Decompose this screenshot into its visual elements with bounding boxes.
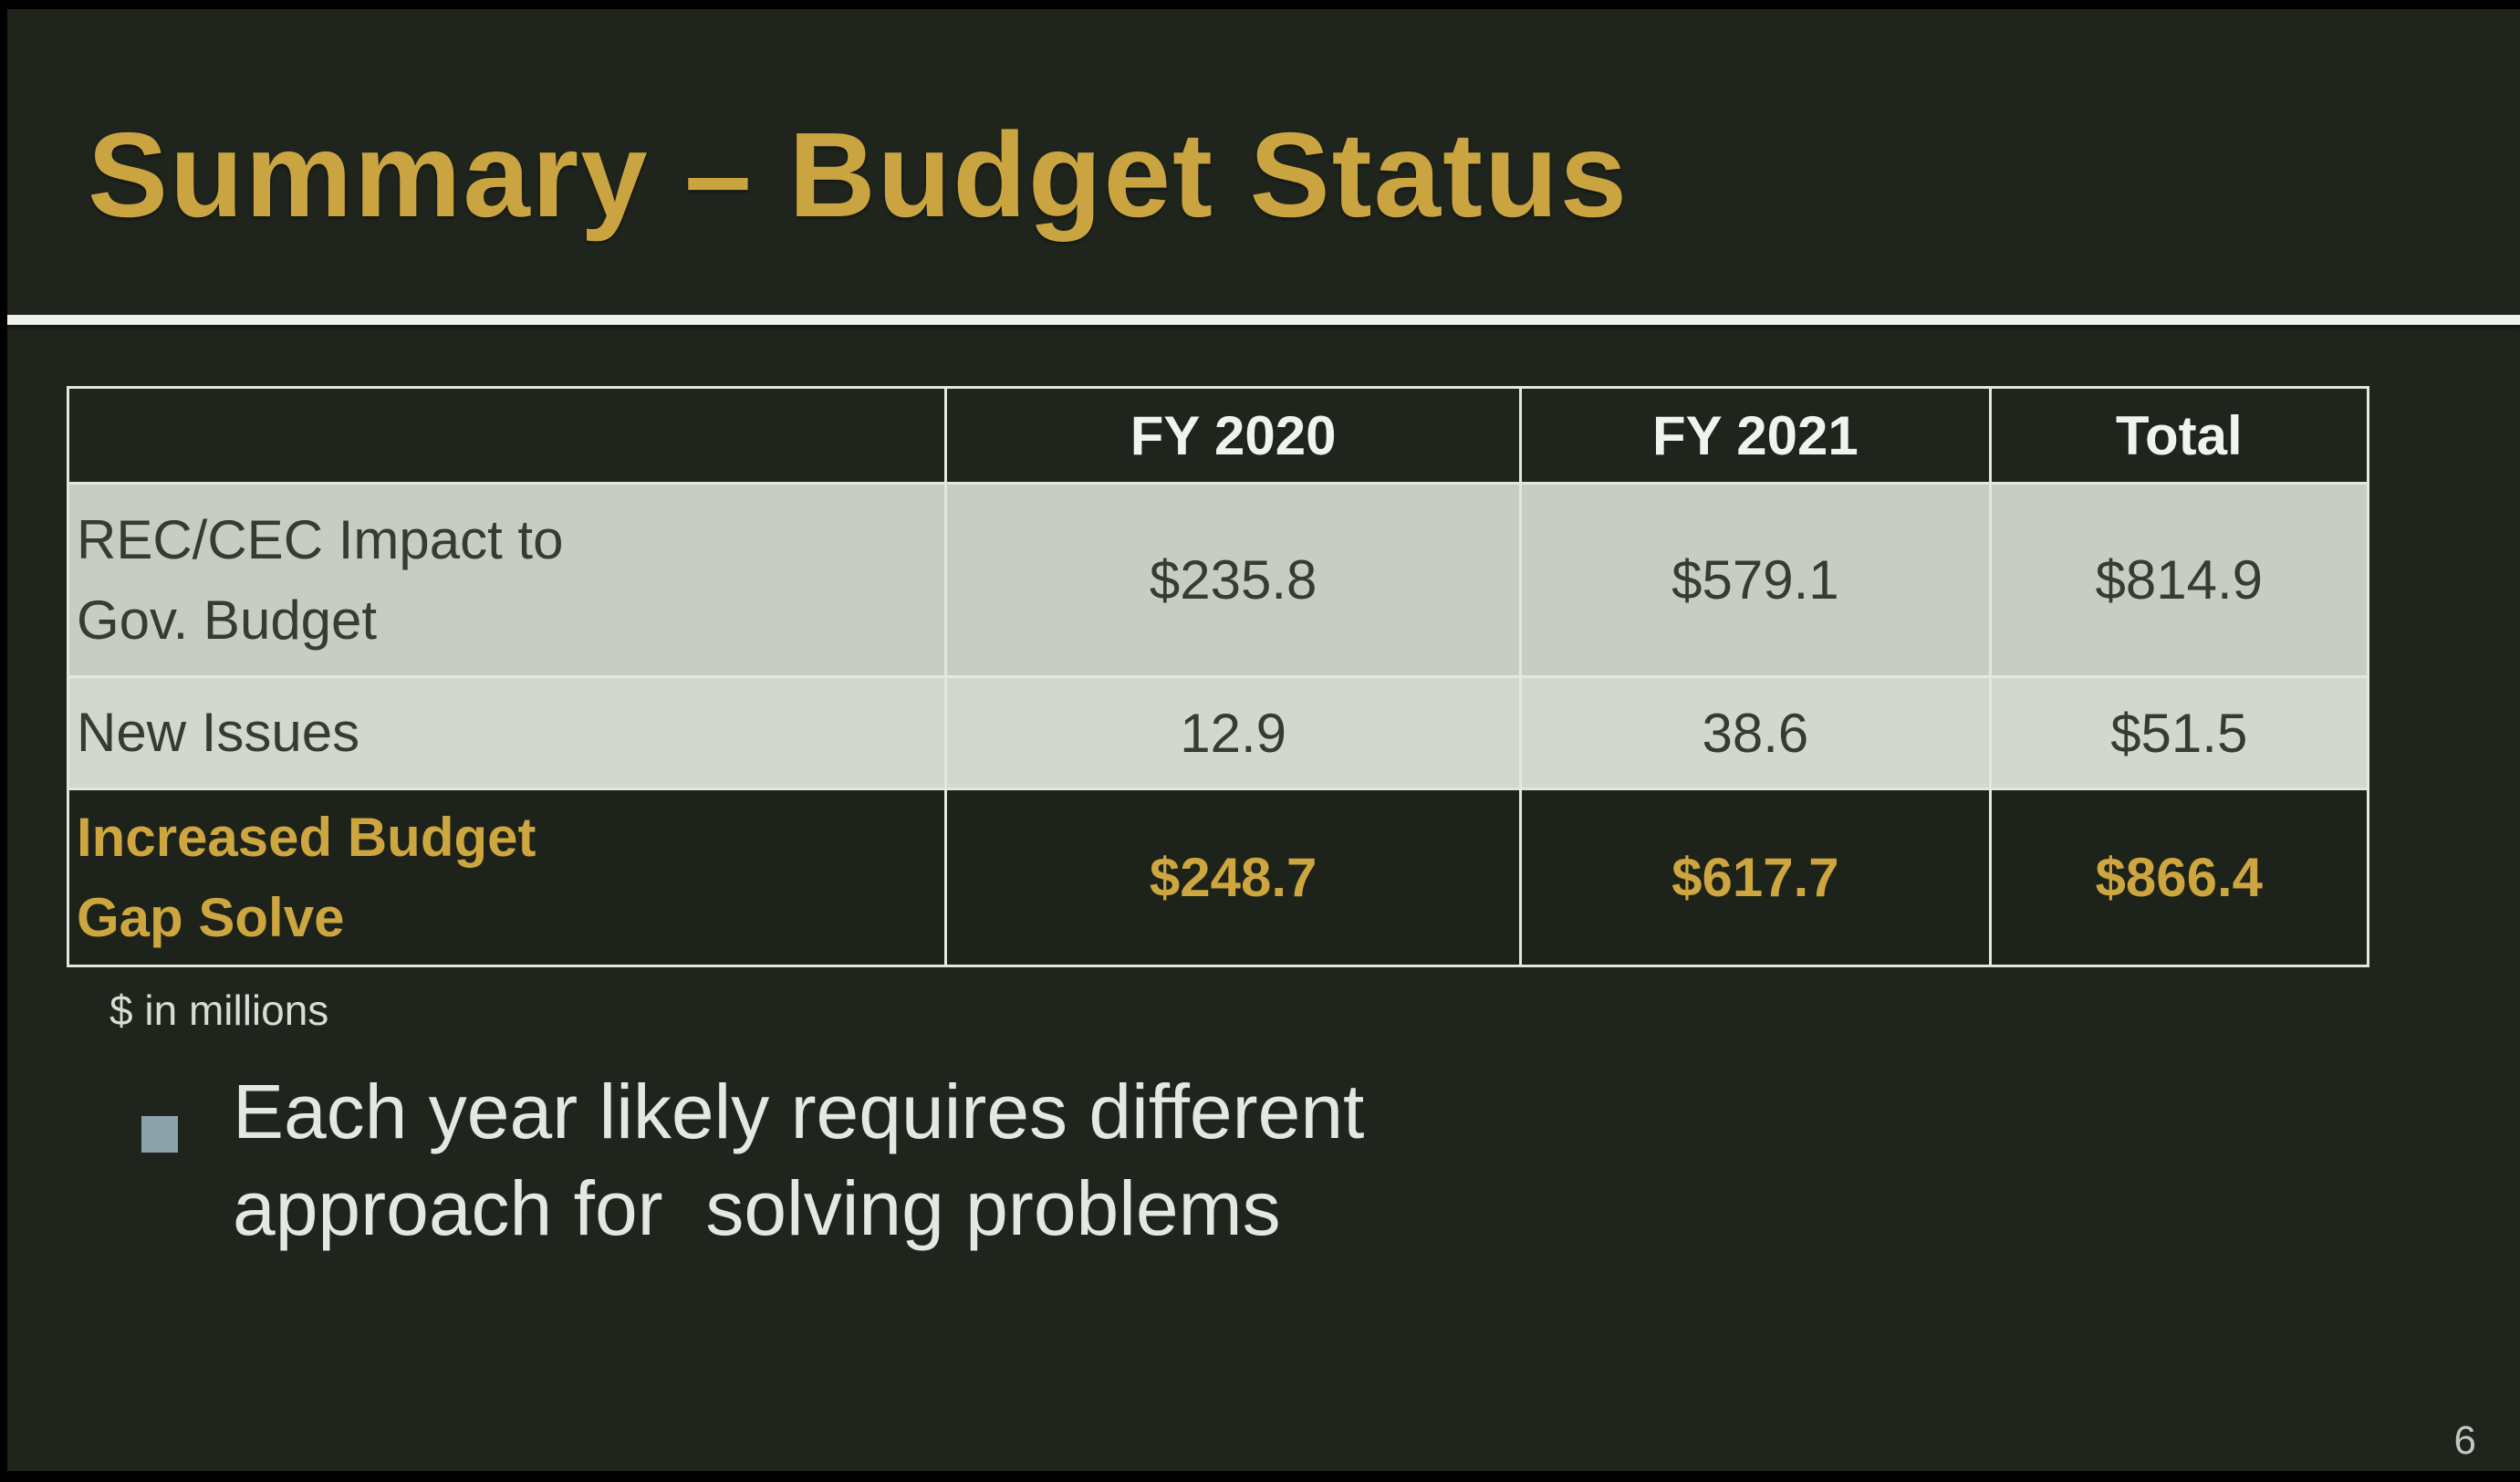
cell-total: $814.9 [1988,482,2370,678]
bullet-square-icon [141,1116,178,1153]
cell-total: $866.4 [1988,788,2370,967]
cell-fy2021: $579.1 [1519,482,1992,678]
cell-fy2021: 38.6 [1519,675,1992,790]
row-label-line: Increased Budget [77,806,536,868]
row-label-line: New Issues [77,702,360,763]
table-footnote: $ in millions [109,986,329,1034]
slide-title: Summary – Budget Status [88,108,1630,242]
bullet-line: Each year likely requires different [233,1069,1365,1154]
cell-fy2020: $235.8 [943,482,1523,678]
row-label-line: Gap Solve [77,886,345,948]
cell-fy2020: 12.9 [943,675,1523,790]
row-label: New Issues [67,675,947,790]
header-fy2021: FY 2021 [1519,386,1992,485]
row-label: REC/CEC Impact to Gov. Budget [67,482,947,678]
row-label: Increased Budget Gap Solve [67,788,947,967]
table-header-row: FY 2020 FY 2021 Total [67,386,2370,485]
header-empty-cell [67,386,947,485]
title-underline [7,315,2520,325]
page-number: 6 [2453,1418,2476,1463]
header-total: Total [1988,386,2370,485]
cell-fy2020: $248.7 [943,788,1523,967]
cell-total: $51.5 [1988,675,2370,790]
bullet-line: approach for solving problems [233,1165,1281,1251]
table-row-increased-budget-gap: Increased Budget Gap Solve $248.7 $617.7… [67,788,2370,967]
header-fy2020: FY 2020 [943,386,1523,485]
slide-background: Summary – Budget Status FY 2020 FY 2021 … [7,9,2520,1471]
table-row-new-issues: New Issues 12.9 38.6 $51.5 [67,675,2370,790]
row-label-line: REC/CEC Impact to [77,508,564,570]
table-row-rec-cec-impact: REC/CEC Impact to Gov. Budget $235.8 $57… [67,482,2370,678]
bullet-item: Each year likely requires different appr… [233,1063,1364,1257]
cell-fy2021: $617.7 [1519,788,1992,967]
budget-table: FY 2020 FY 2021 Total REC/CEC Impact to … [67,386,2370,967]
row-label-line: Gov. Budget [77,589,378,651]
